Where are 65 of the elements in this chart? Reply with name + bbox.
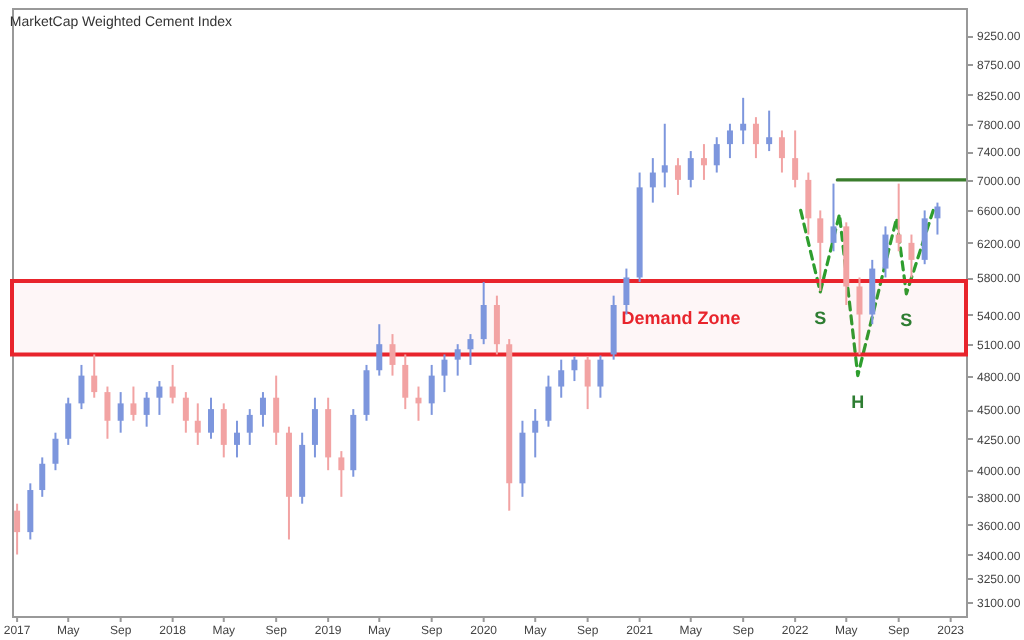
candlestick [207, 396, 214, 440]
candlestick [233, 419, 240, 459]
candlestick [713, 136, 720, 174]
candlestick [571, 355, 578, 383]
candlestick [78, 363, 85, 411]
candlestick [91, 353, 98, 399]
candlestick [39, 456, 46, 498]
candlestick [661, 122, 668, 189]
candlestick [143, 391, 150, 428]
candlestick [117, 391, 124, 434]
candlestick [740, 96, 747, 146]
candlestick [273, 374, 280, 446]
candlestick [259, 391, 266, 428]
candlestick [895, 182, 902, 253]
candlestick [363, 363, 370, 422]
candlestick [921, 209, 928, 266]
candlestick [805, 171, 812, 236]
annotation: H [851, 391, 865, 412]
candlestick [428, 363, 435, 416]
candlestick [493, 294, 500, 356]
annotation: S [900, 309, 913, 330]
candlestick [687, 150, 694, 189]
candlestick [169, 363, 176, 405]
candlestick [726, 122, 733, 160]
candlestick [65, 396, 72, 446]
candlestick [311, 396, 318, 459]
candlestick [454, 343, 461, 377]
candlestick [778, 129, 785, 174]
candlestick [674, 157, 681, 196]
candlestick [130, 385, 137, 422]
candlestick [934, 201, 941, 236]
annotation: S [814, 307, 827, 328]
candlestick [882, 225, 889, 279]
candlestick [584, 355, 591, 411]
candlestick [700, 143, 707, 181]
candlestick [752, 116, 759, 160]
candlestick [532, 408, 539, 459]
candlestick [376, 323, 383, 377]
candlestick [14, 502, 21, 556]
candlestick [597, 354, 604, 399]
candlestick [104, 385, 111, 440]
candlestick [830, 182, 837, 253]
candlestick [194, 402, 201, 446]
candlestick [908, 233, 915, 279]
band-label: Demand Zone [621, 308, 741, 329]
candlestick [558, 358, 565, 399]
candlestick [480, 280, 487, 346]
candlestick [27, 482, 34, 541]
candlestick [52, 431, 59, 472]
candlestick [402, 353, 409, 411]
candlestick [389, 333, 396, 377]
candlestick [338, 450, 345, 498]
candlestick [869, 258, 876, 326]
candlestick [649, 157, 656, 204]
candlestick [766, 109, 773, 153]
candlestick [220, 402, 227, 459]
candlestick [246, 408, 253, 446]
candlestick [182, 391, 189, 434]
candlestick [156, 380, 163, 416]
candlestick [545, 374, 552, 428]
candlestick [441, 353, 448, 394]
candlestick [792, 129, 799, 189]
candlestick [467, 333, 474, 366]
candlestick [817, 209, 824, 293]
candlestick [856, 276, 863, 356]
